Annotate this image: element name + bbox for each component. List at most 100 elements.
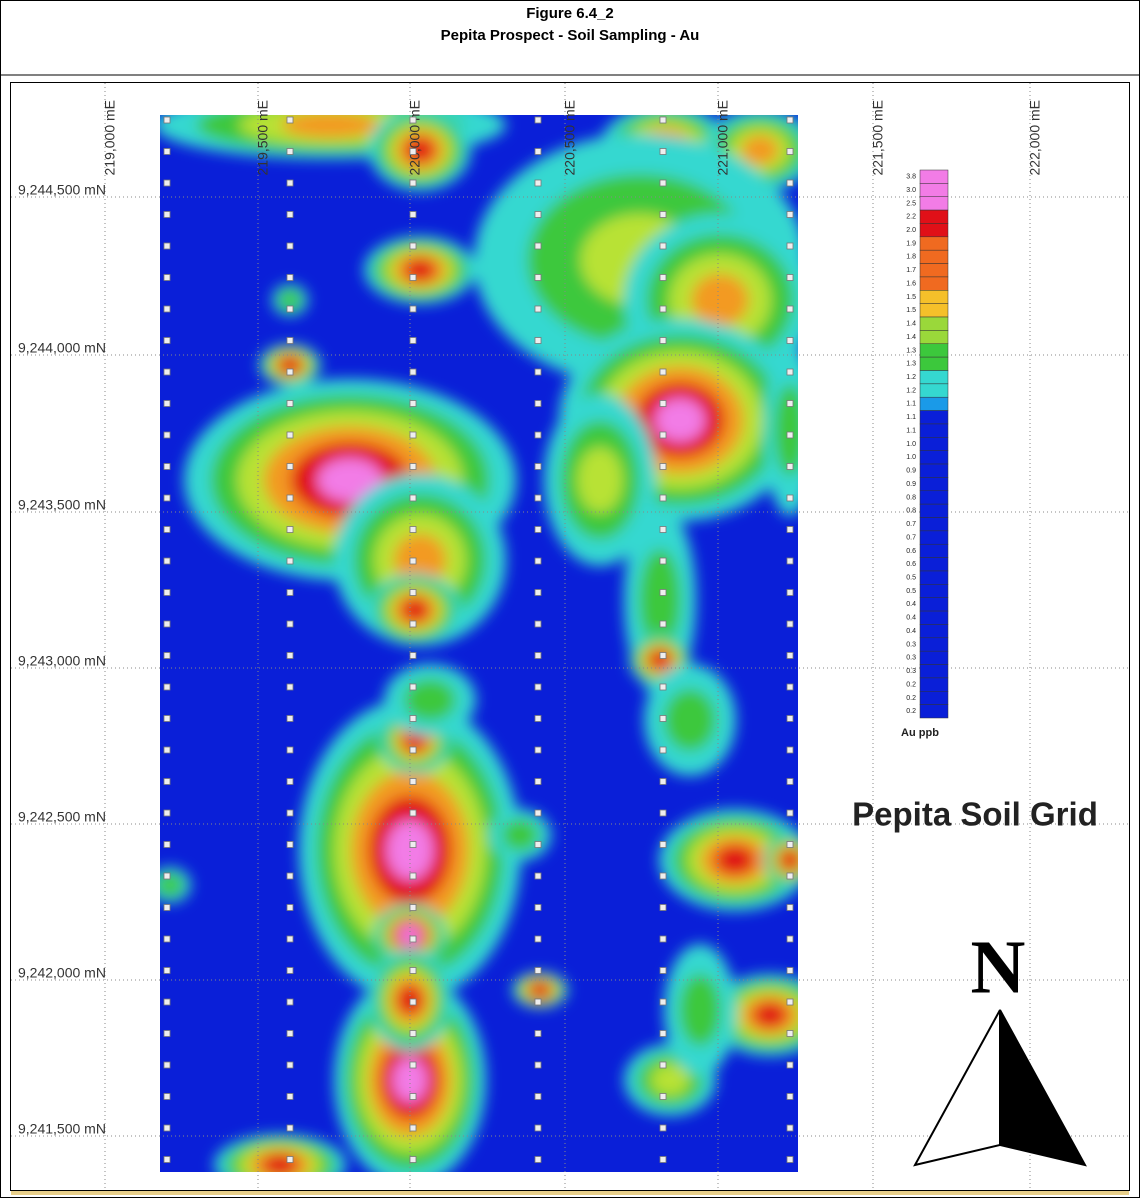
sample-point — [535, 810, 541, 816]
sample-point — [410, 275, 416, 281]
legend-cell — [920, 464, 948, 477]
sample-point — [410, 936, 416, 942]
sample-point — [410, 842, 416, 848]
sample-point — [410, 653, 416, 659]
anomaly-level — [692, 274, 749, 326]
sample-point — [410, 968, 416, 974]
sample-point — [787, 1094, 793, 1100]
sample-point — [410, 212, 416, 218]
legend-label: 1.2 — [906, 374, 916, 381]
sample-point — [164, 968, 170, 974]
sample-point — [410, 338, 416, 344]
legend-label: 3.0 — [906, 187, 916, 194]
legend-label: 1.2 — [906, 387, 916, 394]
sample-point — [660, 810, 666, 816]
sample-point — [164, 873, 170, 879]
sample-point — [535, 1125, 541, 1131]
sample-point — [787, 1031, 793, 1037]
northing-label: 9,243,500 mN — [18, 497, 106, 513]
legend-cell — [920, 237, 948, 250]
legend-cell — [920, 304, 948, 317]
northing-label: 9,241,500 mN — [18, 1121, 106, 1137]
sample-point — [535, 1062, 541, 1068]
legend-label: 0.2 — [906, 681, 916, 688]
sample-point — [287, 653, 293, 659]
sample-point — [787, 873, 793, 879]
legend-label: 2.5 — [906, 200, 916, 207]
sample-point — [535, 684, 541, 690]
easting-label: 220,000 mE — [407, 100, 423, 176]
heat-map — [149, 91, 831, 1196]
legend-cell — [920, 451, 948, 464]
legend-label: 1.1 — [906, 414, 916, 421]
sample-point — [287, 369, 293, 375]
sample-point — [535, 212, 541, 218]
sample-point — [787, 306, 793, 312]
sample-point — [535, 432, 541, 438]
sample-point — [410, 432, 416, 438]
sample-point — [410, 1157, 416, 1163]
figure-title: Pepita Prospect - Soil Sampling - Au — [441, 27, 700, 44]
sample-point — [164, 1157, 170, 1163]
sample-point — [535, 716, 541, 722]
sample-point — [535, 936, 541, 942]
sample-point — [660, 527, 666, 533]
easting-label: 221,500 mE — [870, 100, 886, 176]
sample-point — [410, 1062, 416, 1068]
legend-cell — [920, 384, 948, 397]
sample-point — [787, 590, 793, 596]
legend-cell — [920, 264, 948, 277]
sample-point — [287, 873, 293, 879]
sample-point — [535, 117, 541, 123]
legend-label: 0.4 — [906, 628, 916, 635]
sample-point — [287, 495, 293, 501]
sample-point — [287, 401, 293, 407]
sample-point — [787, 243, 793, 249]
sample-point — [164, 306, 170, 312]
sample-point — [535, 275, 541, 281]
legend-label: 0.4 — [906, 615, 916, 622]
legend-cell — [920, 197, 948, 210]
anomaly-level — [679, 974, 721, 1046]
sample-point — [787, 716, 793, 722]
legend-cell — [920, 705, 948, 718]
sample-point — [535, 1157, 541, 1163]
sample-point — [410, 306, 416, 312]
legend-label: 2.2 — [906, 214, 916, 221]
legend-label: 1.5 — [906, 294, 916, 301]
legend-label: 1.1 — [906, 401, 916, 408]
sample-point — [660, 464, 666, 470]
legend-label: 0.2 — [906, 695, 916, 702]
sample-point — [787, 527, 793, 533]
legend-cell — [920, 665, 948, 678]
easting-label: 219,000 mE — [102, 100, 118, 176]
sample-point — [660, 558, 666, 564]
sample-point — [660, 432, 666, 438]
legend-label: 3.8 — [906, 174, 916, 181]
sample-point — [410, 810, 416, 816]
sample-point — [535, 1031, 541, 1037]
sample-point — [660, 212, 666, 218]
sample-point — [787, 747, 793, 753]
sample-point — [535, 1094, 541, 1100]
sample-point — [787, 495, 793, 501]
legend-cell — [920, 210, 948, 223]
anomaly-level — [742, 135, 779, 165]
sample-point — [535, 999, 541, 1005]
sample-point — [287, 779, 293, 785]
sample-point — [410, 905, 416, 911]
sample-point — [287, 149, 293, 155]
sample-point — [660, 653, 666, 659]
sample-point — [287, 716, 293, 722]
sample-point — [287, 1031, 293, 1037]
sample-point — [787, 180, 793, 186]
sample-point — [660, 873, 666, 879]
sample-point — [287, 999, 293, 1005]
sample-point — [660, 590, 666, 596]
legend-label: 1.1 — [906, 427, 916, 434]
sample-point — [787, 558, 793, 564]
sample-point — [787, 810, 793, 816]
legend-cell — [920, 437, 948, 450]
sample-point — [164, 590, 170, 596]
sample-point — [787, 621, 793, 627]
